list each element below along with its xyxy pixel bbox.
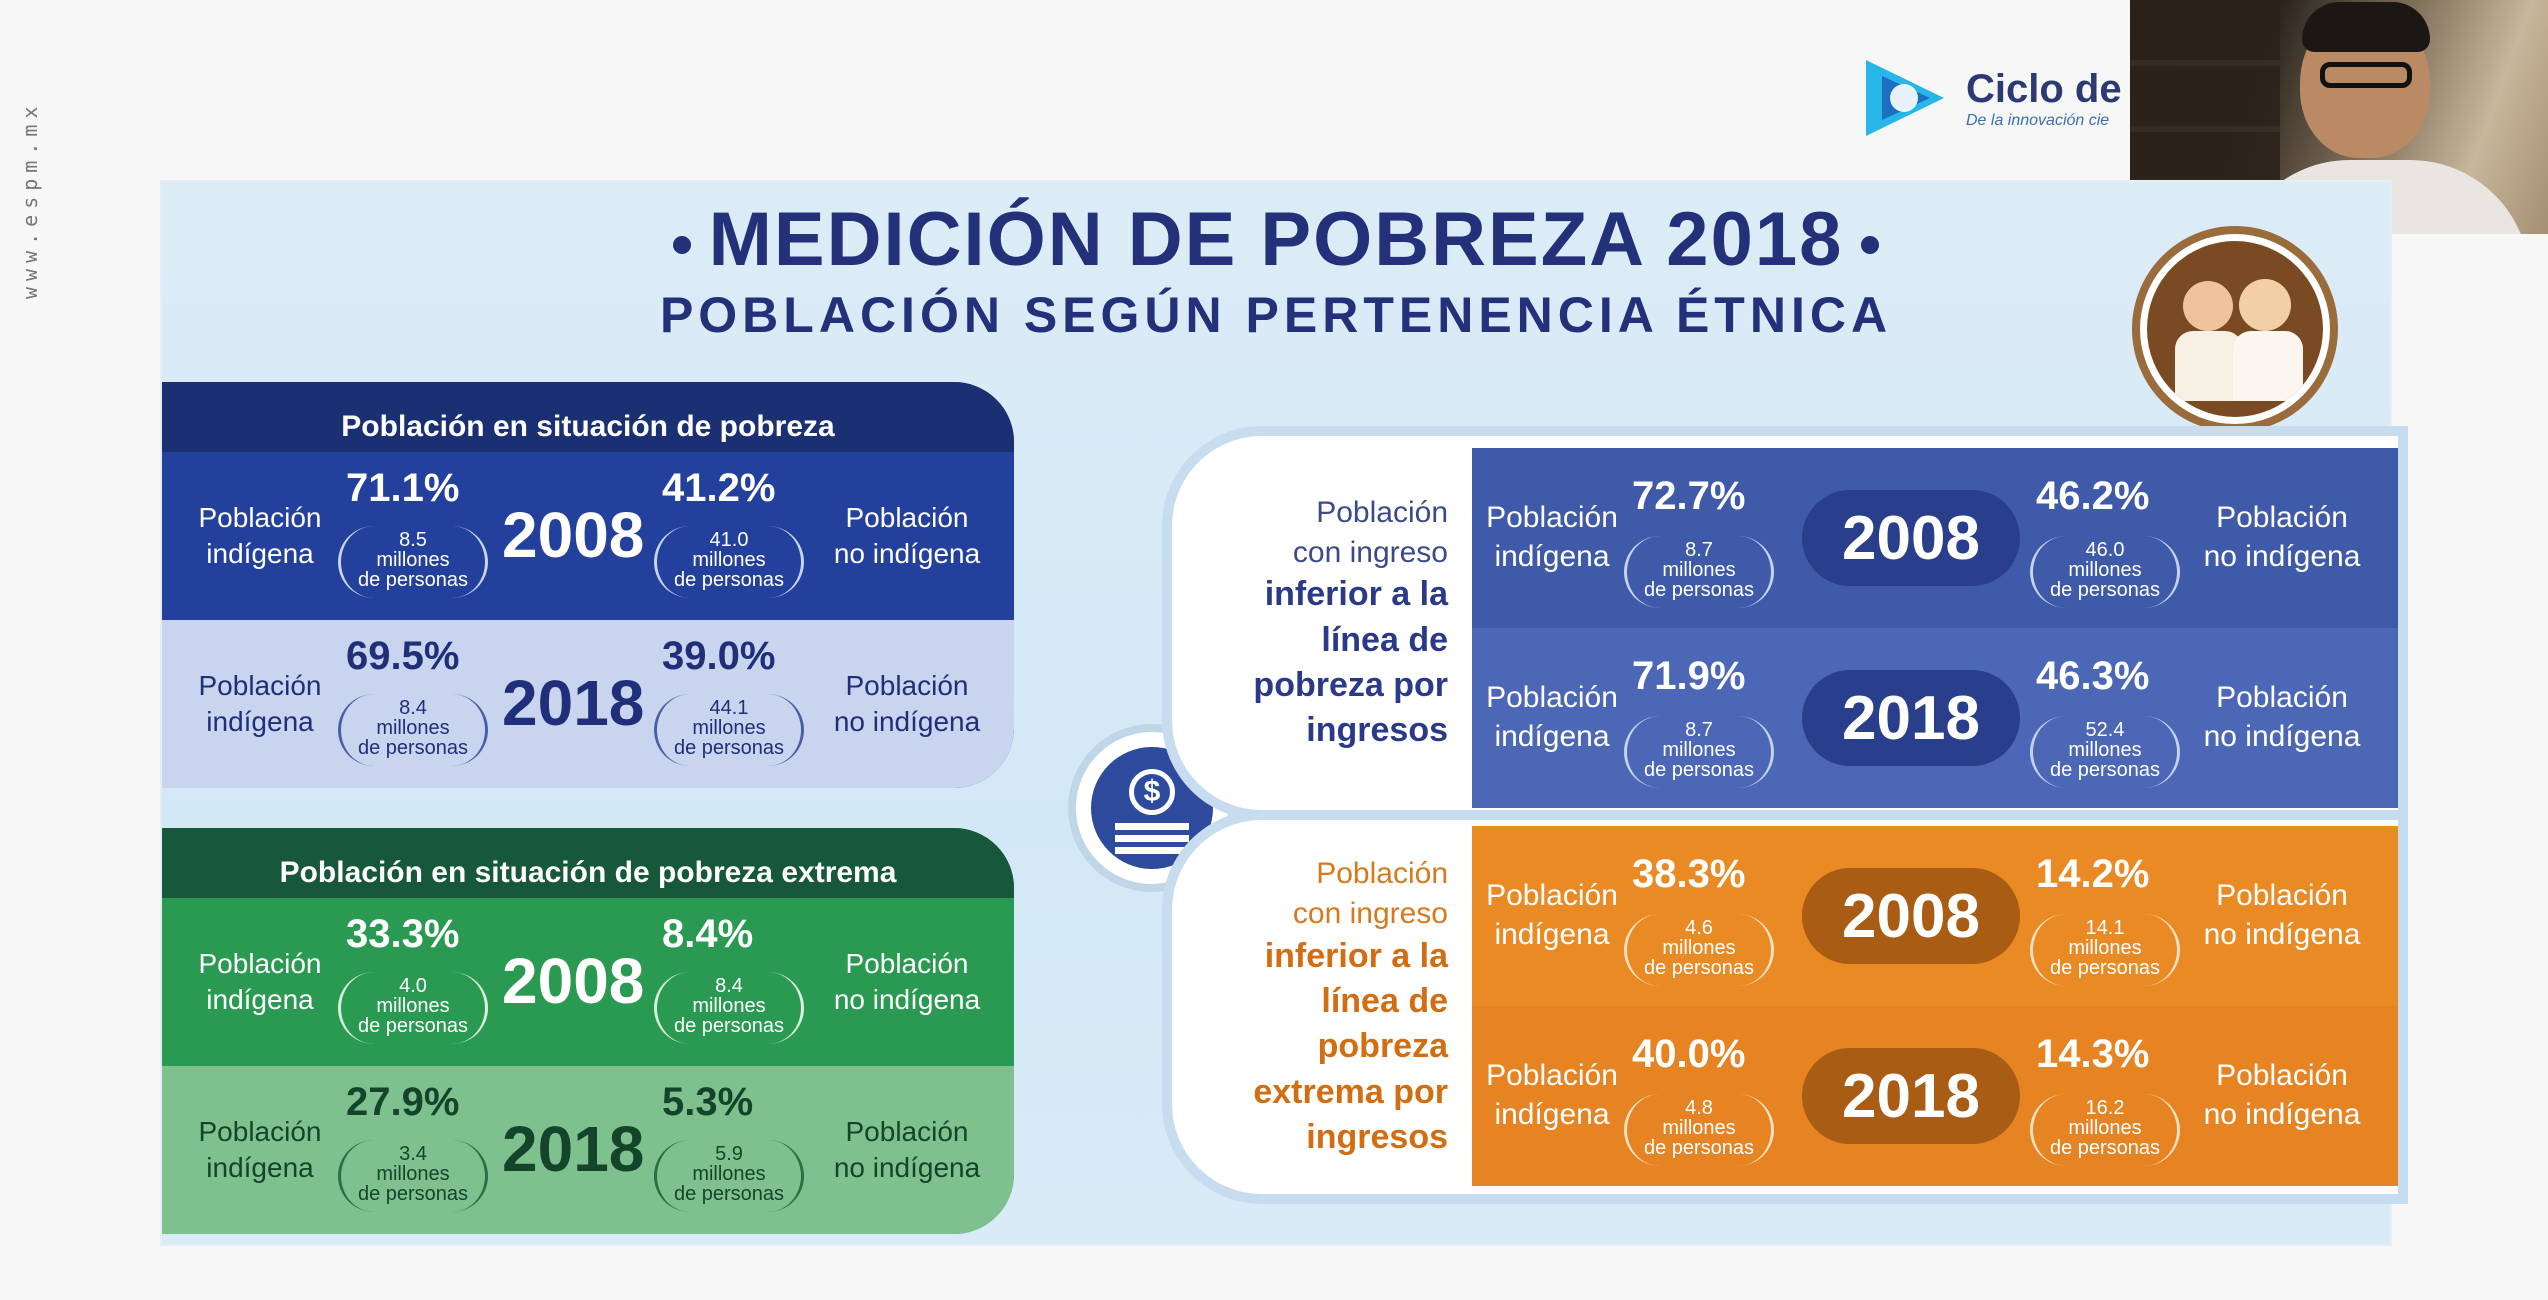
year-pill: 2008 xyxy=(1802,490,2020,586)
extreme-income-description: Población con ingreso inferior a la líne… xyxy=(1253,857,1448,1156)
indigenous-persons: 8.4 millones de personas xyxy=(338,694,488,766)
non-indigenous-pct: 46.2% xyxy=(2036,474,2150,518)
year-label: 2008 xyxy=(502,499,645,571)
indigenous-pct: 69.5% xyxy=(346,634,460,678)
non-indigenous-pct: 5.3% xyxy=(662,1080,754,1124)
indigenous-label: Población indígena xyxy=(1486,681,1618,753)
indigenous-pct: 38.3% xyxy=(1632,852,1746,896)
indigenous-persons: 4.0 millones de personas xyxy=(338,972,488,1044)
non-indigenous-persons: 16.2 millones de personas xyxy=(2030,1094,2180,1166)
indigenous-persons: 8.7 millones de personas xyxy=(1624,536,1774,608)
indigenous-label: Población indígena xyxy=(1486,879,1618,951)
extreme-income-poverty-panel: Población con ingreso inferior a la líne… xyxy=(1172,820,2398,1194)
income-poverty-panel: Población con ingreso inferior a la líne… xyxy=(1172,436,2398,810)
children-icon xyxy=(2132,226,2338,432)
non-indigenous-persons: 52.4 millones de personas xyxy=(2030,716,2180,788)
non-indigenous-pct: 41.2% xyxy=(662,466,776,510)
indigenous-persons: 4.6 millones de personas xyxy=(1624,914,1774,986)
non-indigenous-pct: 14.3% xyxy=(2036,1032,2150,1076)
non-indigenous-label: Población no indígena xyxy=(2203,681,2361,753)
indigenous-pct: 71.9% xyxy=(1632,654,1746,698)
non-indigenous-label: Población no indígena xyxy=(2203,501,2361,573)
non-indigenous-pct: 46.3% xyxy=(2036,654,2150,698)
indigenous-label: Población indígena xyxy=(198,501,322,569)
year-pill: 2008 xyxy=(1802,868,2020,964)
indigenous-label: Población indígena xyxy=(1486,1059,1618,1131)
indigenous-pct: 40.0% xyxy=(1632,1032,1746,1076)
income-row-2008: Población indígena 72.7% 8.7 millones de p… xyxy=(1472,448,2398,628)
indigenous-pct: 72.7% xyxy=(1632,474,1746,518)
indigenous-label: Población indígena xyxy=(1486,501,1618,573)
year-label: 2008 xyxy=(502,945,645,1017)
slide-title: MEDICIÓN DE POBREZA 2018 xyxy=(162,196,2390,283)
year-pill: 2018 xyxy=(1802,1048,2020,1144)
non-indigenous-label: Población no indígena xyxy=(833,947,981,1015)
non-indigenous-pct: 39.0% xyxy=(662,634,776,678)
non-indigenous-persons: 46.0 millones de personas xyxy=(2030,536,2180,608)
non-indigenous-label: Población no indígena xyxy=(2203,1059,2361,1131)
slide-subtitle: POBLACIÓN SEGÚN PERTENENCIA ÉTNICA xyxy=(659,287,1893,343)
non-indigenous-pct: 8.4% xyxy=(662,912,754,956)
brand-title: Ciclo de Vi xyxy=(1966,66,2142,111)
extreme-poverty-panel: Población en situación de pobreza extrem… xyxy=(162,828,1014,1234)
poverty-header: Población en situación de pobreza xyxy=(162,382,1014,452)
brand-logo: Ciclo de Vi De la innovación cie xyxy=(1852,38,2142,158)
indigenous-persons: 8.7 millones de personas xyxy=(1624,716,1774,788)
non-indigenous-persons: 5.9 millones de personas xyxy=(654,1140,804,1212)
extreme-income-row-2008: Población indígena 38.3% 4.6 millones de p… xyxy=(1472,826,2398,1006)
indigenous-persons: 4.8 millones de personas xyxy=(1624,1094,1774,1166)
side-url: www.espm.mx xyxy=(18,100,42,300)
presentation-slide: MEDICIÓN DE POBREZA 2018 POBLACIÓN SEGÚN… xyxy=(160,180,2398,1246)
indigenous-pct: 71.1% xyxy=(346,466,460,510)
webcam-video[interactable] xyxy=(2130,0,2548,234)
brand-subtitle: De la innovación cie xyxy=(1966,111,2110,129)
slide-title-text: MEDICIÓN DE POBREZA 2018 xyxy=(708,197,1844,282)
indigenous-pct: 27.9% xyxy=(346,1080,460,1124)
indigenous-label: Población indígena xyxy=(198,947,322,1015)
year-pill: 2018 xyxy=(1802,670,2020,766)
non-indigenous-label: Población no indígena xyxy=(2203,879,2361,951)
indigenous-label: Población indígena xyxy=(198,1115,322,1183)
non-indigenous-label: Población no indígena xyxy=(833,1115,981,1183)
non-indigenous-label: Población no indígena xyxy=(833,669,981,737)
extreme-income-row-2018: Población indígena 40.0% 4.8 millones de p… xyxy=(1472,1006,2398,1186)
poverty-row-2008: Población indígena 71.1% 8.5 millones de p… xyxy=(162,452,1014,620)
year-label: 2018 xyxy=(502,667,645,739)
indigenous-label: Población indígena xyxy=(198,669,322,737)
extreme-row-2018: Población indígena 27.9% 3.4 millones de p… xyxy=(162,1066,1014,1234)
play-logo-icon xyxy=(1852,46,1956,150)
indigenous-pct: 33.3% xyxy=(346,912,460,956)
presenter-glasses xyxy=(2320,62,2412,88)
extreme-header: Población en situación de pobreza extrem… xyxy=(162,828,1014,898)
indigenous-persons: 8.5 millones de personas xyxy=(338,526,488,598)
indigenous-persons: 3.4 millones de personas xyxy=(338,1140,488,1212)
non-indigenous-label: Población no indígena xyxy=(833,501,981,569)
non-indigenous-persons: 41.0 millones de personas xyxy=(654,526,804,598)
bullet-dot xyxy=(1861,235,1880,254)
income-description: Población con ingreso inferior a la líne… xyxy=(1253,495,1448,750)
non-indigenous-persons: 14.1 millones de personas xyxy=(2030,914,2180,986)
non-indigenous-persons: 44.1 millones de personas xyxy=(654,694,804,766)
bullet-dot xyxy=(672,235,691,254)
income-row-2018: Población indígena 71.9% 8.7 millones de p… xyxy=(1472,628,2398,808)
presenter-hair xyxy=(2302,2,2430,52)
poverty-row-2018: Población indígena 69.5% 8.4 millones de p… xyxy=(162,620,1014,788)
extreme-row-2008: Población indígena 33.3% 4.0 millones de p… xyxy=(162,898,1014,1066)
non-indigenous-pct: 14.2% xyxy=(2036,852,2150,896)
poverty-panel: Población en situación de pobreza Poblac… xyxy=(162,382,1014,788)
year-label: 2018 xyxy=(502,1113,645,1185)
non-indigenous-persons: 8.4 millones de personas xyxy=(654,972,804,1044)
